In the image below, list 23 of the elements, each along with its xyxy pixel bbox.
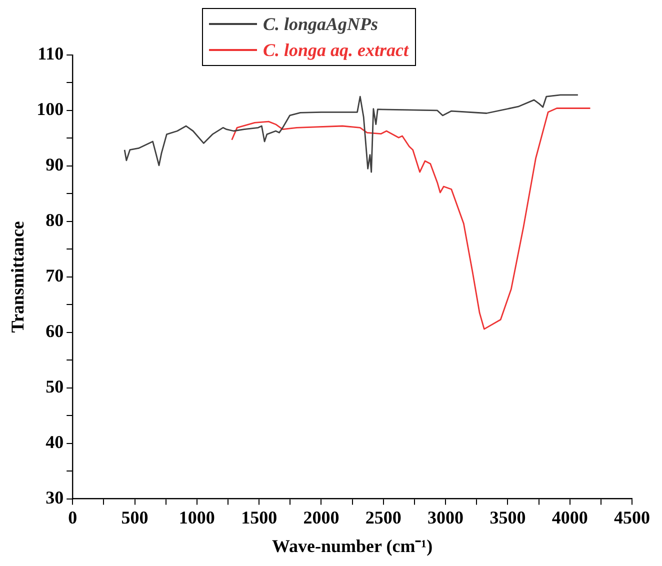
y-tick-label: 90: [46, 154, 64, 175]
legend-label: C. longa aq. extract: [263, 40, 409, 60]
x-tick-label: 3000: [428, 507, 464, 528]
y-tick-label: 50: [46, 376, 64, 397]
y-tick-label: 30: [46, 487, 64, 508]
y-axis-title: Transmittance: [7, 221, 28, 333]
y-tick-label: 100: [36, 99, 64, 120]
y-tick-label: 40: [46, 432, 64, 452]
x-tick-label: 500: [121, 507, 148, 528]
y-tick-label: 60: [46, 321, 64, 342]
y-tick-label: 70: [46, 266, 64, 286]
x-tick-label: 1500: [241, 507, 278, 528]
x-tick-label: 2500: [365, 507, 402, 528]
x-tick-label: 4500: [614, 507, 650, 528]
x-tick-label: 4000: [552, 507, 588, 528]
x-tick-label: 3500: [490, 507, 526, 528]
x-tick-label: 2000: [303, 507, 340, 528]
legend-label: C. longaAgNPs: [263, 14, 378, 34]
y-tick-label: 110: [38, 44, 64, 64]
x-tick-label: 0: [68, 507, 78, 528]
x-tick-label: 1000: [178, 507, 215, 528]
y-tick-label: 80: [46, 210, 64, 230]
x-axis-title: Wave-number (cm⁻¹): [272, 536, 433, 556]
